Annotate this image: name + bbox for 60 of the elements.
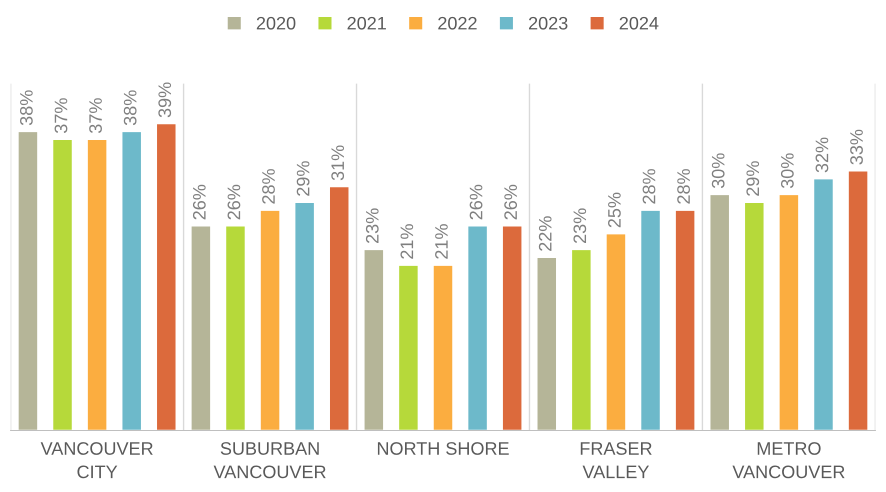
data-label: 38% (20, 90, 33, 126)
data-label: 37% (54, 98, 68, 134)
bar (328, 186, 350, 430)
bar (17, 130, 39, 430)
bar (121, 130, 142, 430)
bar (709, 194, 730, 430)
data-label: 22% (538, 216, 552, 251)
bar (570, 248, 592, 430)
data-label: 26% (470, 184, 482, 220)
data-label: 32% (816, 138, 828, 172)
data-label: 23% (573, 208, 586, 244)
x-tick-label: VANCOUVER CITY (40, 442, 153, 478)
bar (466, 225, 488, 430)
data-label: 28% (642, 169, 656, 204)
x-tick-label: METRO VANCOUVER (732, 442, 845, 478)
data-label: 25% (608, 192, 621, 228)
legend-label: 2021 (348, 16, 386, 30)
bar (259, 209, 281, 430)
data-label: 31% (331, 145, 344, 180)
data-label: 26% (192, 184, 206, 220)
bar (398, 264, 420, 430)
bar (363, 248, 384, 430)
data-label: 33% (850, 130, 863, 165)
legend-label: 2022 (438, 16, 477, 30)
bar (52, 138, 74, 430)
data-label: 30% (780, 153, 794, 188)
legend-label: 2020 (256, 16, 296, 30)
bar (640, 209, 662, 430)
x-tick-label: SUBURBAN VANCOUVER (214, 442, 326, 478)
data-label: 28% (262, 169, 275, 204)
data-label: 28% (677, 169, 690, 204)
data-label: 26% (228, 184, 240, 220)
bar (502, 225, 523, 430)
bar (674, 209, 696, 430)
bar (190, 225, 212, 430)
bar (224, 225, 246, 430)
legend-label: 2023 (528, 16, 568, 30)
data-label: 30% (712, 153, 725, 188)
bar (605, 233, 627, 430)
bar (778, 194, 800, 430)
x-tick-label: FRASER VALLEY (580, 442, 652, 478)
data-label: 23% (366, 208, 379, 244)
bar (744, 202, 765, 430)
data-label: 21% (400, 224, 414, 259)
bar (812, 178, 834, 430)
bar (294, 202, 316, 430)
data-label: 37% (89, 98, 102, 134)
bar (86, 138, 108, 430)
bar (156, 122, 177, 430)
data-label: 39% (158, 82, 172, 118)
data-label: 38% (124, 90, 137, 126)
data-label: 29% (746, 161, 760, 196)
bar (536, 256, 558, 430)
bar (432, 264, 454, 430)
x-tick-label: NORTH SHORE (378, 442, 509, 455)
data-label: 29% (296, 161, 310, 196)
data-label: 26% (504, 184, 518, 220)
legend-label: 2024 (620, 16, 658, 30)
data-label: 21% (435, 224, 448, 259)
bar (847, 170, 869, 430)
